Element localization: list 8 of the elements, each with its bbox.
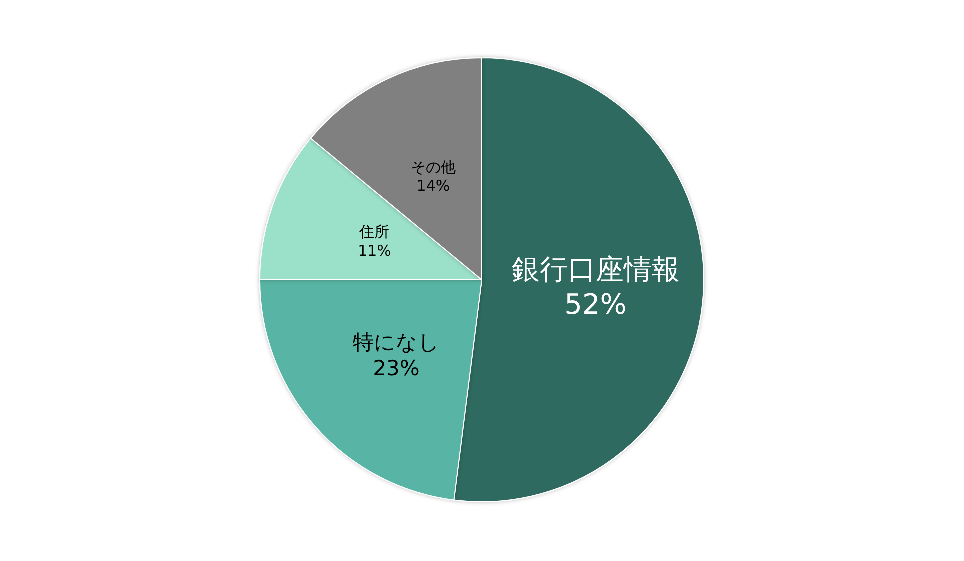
data-label: 11% [358,242,392,260]
data-label: 23% [373,356,420,381]
slice-label: 銀行口座情報 [512,253,680,286]
slice-label: 特になし [352,330,440,354]
slice-label: 住所 [358,223,390,242]
data-label: 52% [564,288,627,322]
slice-label: その他 [410,158,456,176]
data-label: 14% [416,177,450,196]
